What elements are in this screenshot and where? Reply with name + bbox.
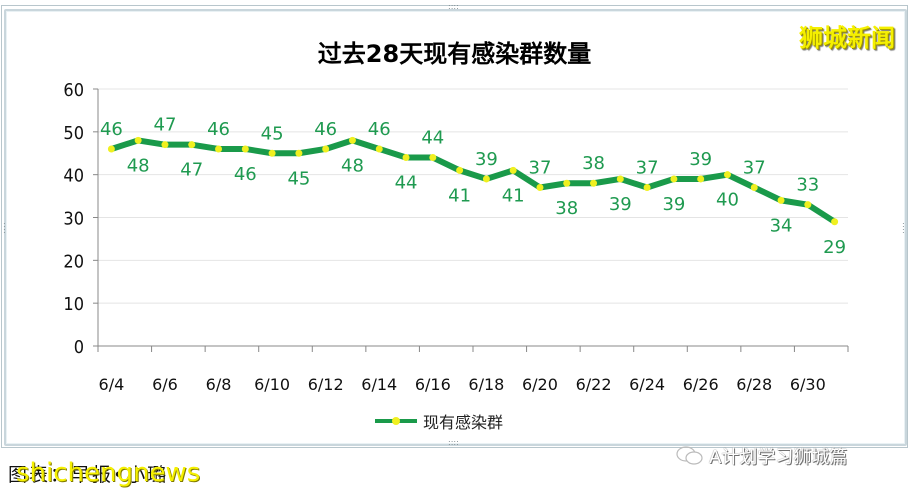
x-axis-tick-labels: 6/4 6/6 6/8 6/10 6/12 6/14 6/16 6/18 6/20 6/22 6/2… bbox=[99, 375, 826, 394]
brand-watermark: 狮城新闻 bbox=[799, 24, 895, 52]
svg-text:40: 40 bbox=[716, 190, 739, 211]
svg-text:47: 47 bbox=[154, 115, 177, 136]
svg-text:10: 10 bbox=[63, 294, 84, 315]
svg-text:6/22: 6/22 bbox=[576, 375, 612, 394]
svg-text:38: 38 bbox=[555, 198, 578, 219]
resize-handle-right[interactable]: :: bbox=[902, 220, 905, 235]
svg-text:47: 47 bbox=[180, 160, 203, 181]
chart-title: 过去28天现有感染群数量 bbox=[317, 40, 592, 68]
svg-text:6/8: 6/8 bbox=[206, 375, 232, 394]
svg-text:40: 40 bbox=[63, 166, 84, 187]
svg-text:6/28: 6/28 bbox=[736, 375, 772, 394]
figure-caption: 图表：早报•小璐 bbox=[8, 464, 169, 486]
svg-text:37: 37 bbox=[636, 158, 659, 179]
svg-text:46: 46 bbox=[368, 119, 391, 140]
legend-line-swatch bbox=[375, 417, 417, 425]
svg-text:48: 48 bbox=[341, 155, 364, 176]
svg-text:37: 37 bbox=[529, 158, 552, 179]
svg-text:6/4: 6/4 bbox=[99, 375, 125, 394]
svg-text:50: 50 bbox=[63, 123, 84, 144]
svg-text:46: 46 bbox=[314, 119, 337, 140]
svg-text:6/16: 6/16 bbox=[415, 375, 451, 394]
resize-handle-left[interactable]: :: bbox=[3, 220, 6, 235]
svg-text:39: 39 bbox=[689, 149, 712, 170]
svg-text:46: 46 bbox=[234, 164, 257, 185]
svg-text:34: 34 bbox=[770, 215, 793, 236]
data-labels: 4648474746464545464846444441394137383839… bbox=[100, 115, 846, 258]
resize-handle-top[interactable]: :::: bbox=[448, 2, 459, 11]
chart-outer-border bbox=[1, 5, 908, 448]
svg-text:60: 60 bbox=[63, 80, 84, 101]
svg-text:46: 46 bbox=[207, 119, 230, 140]
legend-label: 现有感染群 bbox=[423, 413, 504, 432]
svg-text:6/12: 6/12 bbox=[308, 375, 344, 394]
y-axis-tick-labels: 0 10 20 30 40 50 60 bbox=[63, 80, 84, 358]
svg-text:6/10: 6/10 bbox=[254, 375, 290, 394]
svg-text:6/26: 6/26 bbox=[683, 375, 719, 394]
svg-text:33: 33 bbox=[796, 175, 819, 196]
svg-text:46: 46 bbox=[100, 119, 123, 140]
wechat-icon bbox=[676, 446, 703, 465]
svg-text:6/20: 6/20 bbox=[522, 375, 558, 394]
svg-text:6/6: 6/6 bbox=[152, 375, 178, 394]
svg-text:6/18: 6/18 bbox=[468, 375, 504, 394]
svg-text:38: 38 bbox=[582, 153, 605, 174]
axes bbox=[93, 88, 849, 352]
svg-text:6/24: 6/24 bbox=[629, 375, 665, 394]
source-watermark-text: A计划学习狮城篇 bbox=[709, 447, 848, 468]
source-watermark: A计划学习狮城篇 bbox=[675, 443, 847, 469]
svg-text:6/30: 6/30 bbox=[790, 375, 826, 394]
svg-text:6/14: 6/14 bbox=[361, 375, 397, 394]
svg-text:41: 41 bbox=[448, 185, 471, 206]
legend: 现有感染群 bbox=[375, 410, 503, 432]
svg-text:41: 41 bbox=[502, 185, 525, 206]
resize-handle-bottom[interactable]: :::: bbox=[448, 438, 459, 447]
svg-text:45: 45 bbox=[287, 168, 310, 189]
svg-text:0: 0 bbox=[74, 337, 84, 358]
svg-text:37: 37 bbox=[743, 158, 766, 179]
chart-frame bbox=[4, 9, 907, 446]
svg-text:45: 45 bbox=[261, 123, 284, 144]
svg-text:44: 44 bbox=[421, 128, 444, 149]
svg-text:39: 39 bbox=[662, 194, 685, 215]
caption-watermark: shichengnews bbox=[16, 458, 201, 488]
svg-text:30: 30 bbox=[63, 209, 84, 230]
svg-text:44: 44 bbox=[395, 173, 418, 194]
legend-marker-icon bbox=[392, 417, 400, 425]
svg-text:20: 20 bbox=[63, 251, 84, 272]
svg-text:39: 39 bbox=[609, 194, 632, 215]
svg-text:39: 39 bbox=[475, 149, 498, 170]
data-series bbox=[107, 136, 839, 226]
svg-text:48: 48 bbox=[127, 155, 150, 176]
svg-text:29: 29 bbox=[823, 237, 846, 258]
